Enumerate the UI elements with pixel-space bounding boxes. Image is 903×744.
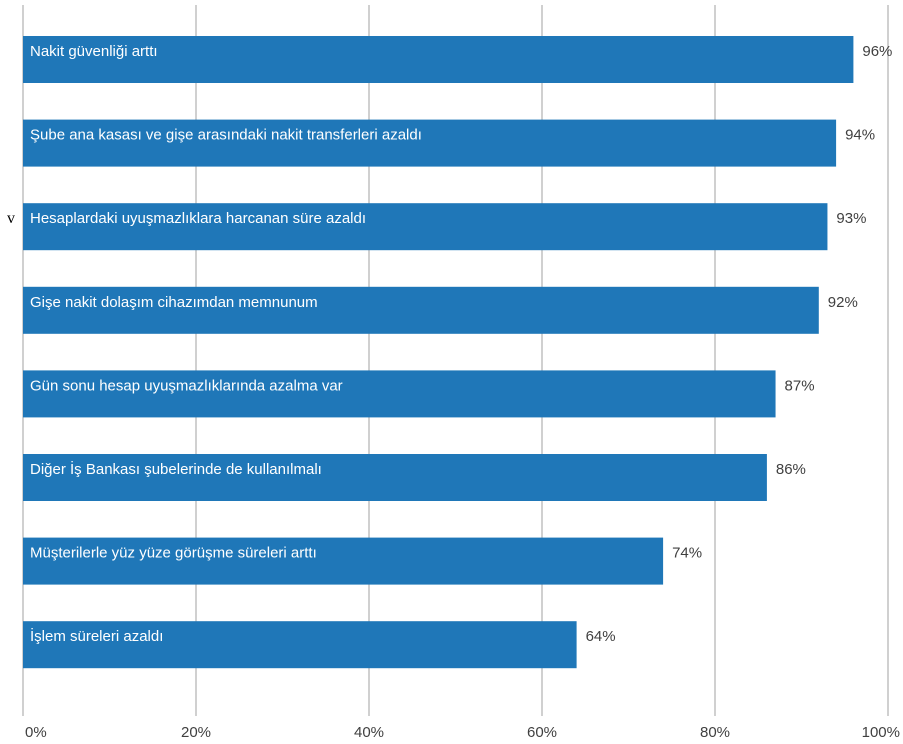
bar — [23, 119, 837, 167]
bar — [23, 621, 577, 669]
bar-category-label: Diğer İş Bankası şubelerinde de kullanıl… — [30, 460, 322, 478]
bar-group: Müşterilerle yüz yüze görüşme süreleri a… — [23, 537, 702, 585]
x-axis-ticks: 0% 20% 40% 60% 80% 100% — [25, 724, 900, 741]
bar-category-label: Gişe nakit dolaşım cihazımdan memnunum — [30, 294, 318, 311]
bar-value-label: 64% — [586, 628, 616, 645]
bar-group: Şube ana kasası ve gişe arasındaki nakit… — [23, 119, 875, 167]
side-mark: v — [7, 210, 15, 227]
bar-group: İşlem süreleri azaldı 64% — [23, 621, 616, 669]
bar-category-label: İşlem süreleri azaldı — [30, 627, 163, 645]
bar-group: Diğer İş Bankası şubelerinde de kullanıl… — [23, 454, 806, 501]
bar — [23, 454, 767, 501]
bar-value-label: 86% — [776, 461, 806, 478]
bar — [23, 203, 828, 251]
bar-category-label: Müşterilerle yüz yüze görüşme süreleri a… — [30, 545, 317, 562]
x-tick-label: 20% — [181, 724, 211, 741]
x-tick-label: 80% — [700, 724, 730, 741]
bar-category-label: Şube ana kasası ve gişe arasındaki nakit… — [30, 127, 422, 144]
bar-value-label: 87% — [785, 377, 815, 394]
bar-group: Nakit güvenliği arttı 96% — [23, 36, 892, 83]
bar-value-label: 92% — [828, 294, 858, 311]
gridlines — [22, 5, 889, 716]
bar-group: Hesaplardaki uyuşmazlıklara harcanan sür… — [23, 203, 866, 251]
x-tick-label: 0% — [25, 724, 47, 741]
bar-value-label: 74% — [672, 545, 702, 562]
bar-category-label: Hesaplardaki uyuşmazlıklara harcanan sür… — [30, 210, 366, 227]
bar — [23, 286, 819, 334]
bar-group: Gişe nakit dolaşım cihazımdan memnunum 92… — [23, 286, 858, 334]
bar — [23, 36, 854, 83]
bar-value-label: 96% — [862, 43, 892, 60]
bar — [23, 537, 664, 585]
x-tick-label: 60% — [527, 724, 557, 741]
x-tick-label: 40% — [354, 724, 384, 741]
x-tick-label: 100% — [862, 724, 900, 741]
bar-value-label: 94% — [845, 127, 875, 144]
bar-value-label: 93% — [836, 210, 866, 227]
bar-category-label: Nakit güvenliği arttı — [30, 43, 158, 60]
bars: Nakit güvenliği arttı 96% Şube ana kasası … — [23, 36, 892, 669]
bar-category-label: Gün sonu hesap uyuşmazlıklarında azalma … — [30, 377, 343, 394]
bar-group: Gün sonu hesap uyuşmazlıklarında azalma … — [23, 370, 815, 418]
bar — [23, 370, 776, 418]
